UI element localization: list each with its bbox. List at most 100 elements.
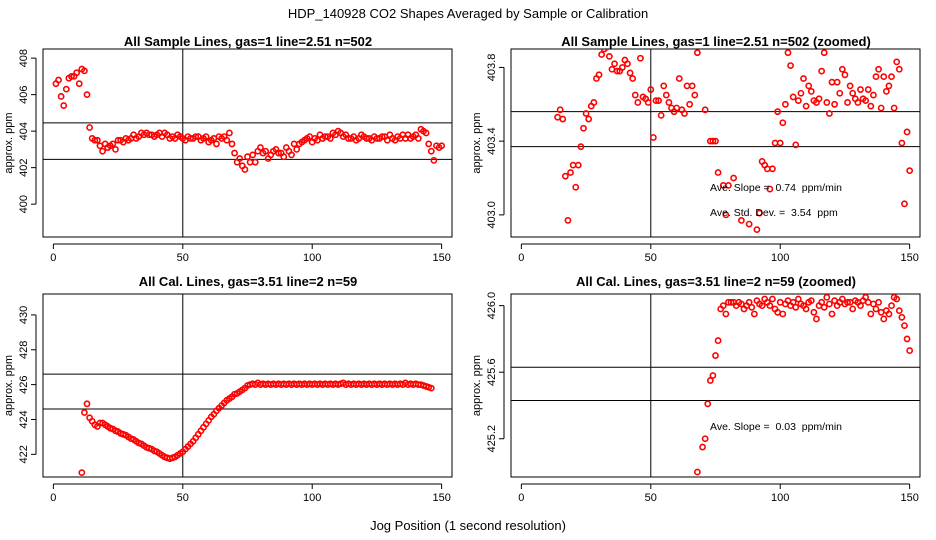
data-point xyxy=(431,0,436,3)
data-point xyxy=(825,110,833,117)
data-point xyxy=(603,49,610,51)
data-point xyxy=(223,136,231,144)
data-point xyxy=(893,295,901,303)
plot-frame xyxy=(42,293,453,478)
data-point xyxy=(709,372,717,379)
data-point xyxy=(192,133,200,141)
data-point xyxy=(701,435,709,443)
x-tick-label: 0 xyxy=(50,252,56,264)
data-point xyxy=(112,145,119,153)
data-point xyxy=(784,49,792,57)
data-point xyxy=(844,298,851,306)
data-point xyxy=(862,294,870,301)
data-point xyxy=(864,86,872,93)
data-point xyxy=(701,106,709,114)
data-point xyxy=(898,313,906,321)
y-axis-label: approx. ppm xyxy=(3,112,15,173)
data-point xyxy=(275,149,282,157)
data-point xyxy=(109,140,117,148)
data-point xyxy=(885,82,893,90)
data-point xyxy=(820,49,828,57)
data-point xyxy=(781,100,789,108)
data-point xyxy=(794,295,802,303)
data-point xyxy=(820,303,828,311)
data-point xyxy=(704,400,712,408)
data-point xyxy=(427,147,435,155)
data-point xyxy=(807,87,815,95)
data-point xyxy=(712,352,719,359)
data-point xyxy=(438,142,446,150)
x-tick-label: 50 xyxy=(177,252,189,264)
data-point xyxy=(62,85,70,93)
data-point xyxy=(745,220,753,228)
data-point xyxy=(68,72,75,80)
data-point xyxy=(293,145,301,153)
data-point xyxy=(797,89,805,97)
x-tick-label: 100 xyxy=(303,252,321,264)
annotation: Ave. Std. Dev. = 3.54 ppm xyxy=(710,207,838,219)
data-point xyxy=(844,99,851,106)
data-point xyxy=(846,82,854,90)
data-point xyxy=(675,75,683,82)
data-point xyxy=(577,143,585,151)
data-point xyxy=(644,99,652,106)
data-point xyxy=(895,65,903,73)
data-point xyxy=(78,469,86,477)
data-point xyxy=(802,102,810,110)
data-points xyxy=(78,0,436,477)
data-point xyxy=(422,129,430,137)
data-point xyxy=(857,86,864,93)
data-point xyxy=(818,298,826,306)
data-point xyxy=(769,295,776,303)
data-point xyxy=(236,155,244,162)
annotation: Ave. Slope = 0.03 ppm/min xyxy=(710,421,842,433)
data-point xyxy=(779,119,787,127)
data-point xyxy=(564,217,572,224)
data-point xyxy=(800,75,807,82)
data-point xyxy=(561,172,569,180)
y-tick-label: 425.6 xyxy=(486,358,498,386)
x-tick-label: 150 xyxy=(900,252,918,264)
data-point xyxy=(559,115,567,123)
data-point xyxy=(714,337,722,344)
data-point xyxy=(631,91,639,99)
data-point xyxy=(870,91,877,99)
panel-4: All Cal. Lines, gas=3.51 line=2 n=59 (zo… xyxy=(471,274,921,504)
data-point xyxy=(758,302,766,310)
figure-title: HDP_140928 CO2 Shapes Averaged by Sample… xyxy=(288,6,648,21)
data-point xyxy=(83,91,91,99)
panel-title: All Cal. Lines, gas=3.51 line=2 n=59 xyxy=(139,274,358,289)
y-axis-label: approx. ppm xyxy=(471,112,483,173)
data-point xyxy=(906,347,914,354)
data-point xyxy=(556,106,564,114)
data-point xyxy=(722,310,730,318)
y-tick-label: 426.0 xyxy=(486,292,498,320)
data-point xyxy=(737,217,745,224)
x-tick-label: 100 xyxy=(303,492,321,504)
x-tick-label: 100 xyxy=(771,252,789,264)
data-points xyxy=(554,49,914,234)
data-point xyxy=(225,129,233,137)
data-point xyxy=(585,115,593,123)
y-axis-label: approx. ppm xyxy=(3,355,15,416)
x-tick-label: 50 xyxy=(177,492,189,504)
y-tick-label: 403.4 xyxy=(486,127,498,155)
data-point xyxy=(885,310,893,318)
data-point xyxy=(857,302,864,310)
data-point xyxy=(774,108,782,116)
data-point xyxy=(882,87,890,95)
data-point xyxy=(693,468,701,476)
x-tick-label: 150 xyxy=(432,252,450,264)
data-point xyxy=(838,295,846,303)
data-point xyxy=(582,110,590,117)
data-point xyxy=(665,99,673,106)
y-tick-label: 400 xyxy=(18,195,30,213)
data-point xyxy=(745,298,753,306)
data-point xyxy=(875,298,882,306)
data-point xyxy=(231,149,238,157)
data-point xyxy=(213,140,220,148)
data-point xyxy=(888,302,895,310)
data-point xyxy=(251,158,259,166)
data-point xyxy=(73,69,81,77)
